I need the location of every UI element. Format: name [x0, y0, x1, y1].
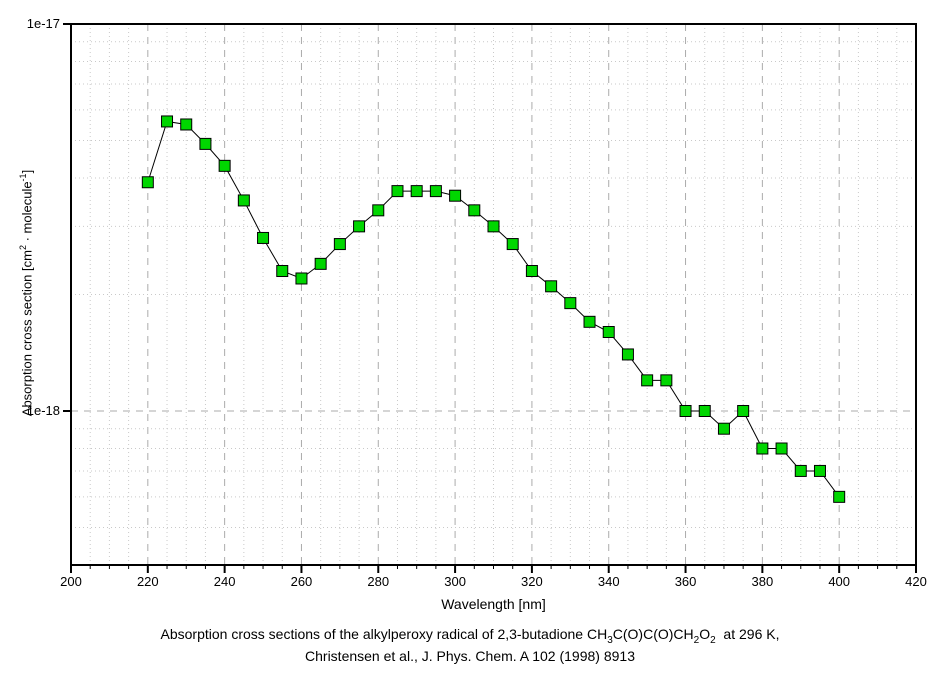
- data-point-marker: [545, 280, 558, 293]
- data-point-marker: [449, 189, 462, 202]
- caption-line-1: Absorption cross sections of the alkylpe…: [160, 626, 780, 646]
- caption-line-2: Christensen et al., J. Phys. Chem. A 102…: [305, 648, 635, 664]
- data-point-marker: [372, 204, 385, 217]
- data-point-marker: [410, 185, 423, 198]
- data-point-marker: [257, 231, 270, 244]
- data-point-marker: [506, 238, 519, 251]
- y-tick-label: 1e-18: [27, 403, 60, 418]
- data-point-marker: [237, 194, 250, 207]
- x-tick-label: 240: [214, 574, 236, 589]
- x-axis-title: Wavelength [nm]: [441, 596, 546, 612]
- x-tick-label: 400: [828, 574, 850, 589]
- data-point-marker: [564, 297, 577, 310]
- data-point-marker: [679, 404, 692, 417]
- data-point-marker: [199, 137, 212, 150]
- data-point-marker: [756, 442, 769, 455]
- data-point-marker: [602, 326, 615, 339]
- x-tick-label: 280: [367, 574, 389, 589]
- data-point-marker: [180, 118, 193, 131]
- x-tick-label: 220: [137, 574, 159, 589]
- data-point-marker: [717, 422, 730, 435]
- data-point-marker: [218, 159, 231, 172]
- data-point-marker: [833, 490, 846, 503]
- data-point-marker: [775, 442, 788, 455]
- x-tick-label: 320: [521, 574, 543, 589]
- data-point-marker: [314, 257, 327, 270]
- data-point-marker: [295, 272, 308, 285]
- data-point-marker: [353, 220, 366, 233]
- data-point-marker: [468, 204, 481, 217]
- x-tick-label: 420: [905, 574, 927, 589]
- y-tick-label: 1e-17: [27, 16, 60, 31]
- data-point-marker: [429, 185, 442, 198]
- data-point-marker: [276, 265, 289, 278]
- data-point-marker: [333, 238, 346, 251]
- x-tick-label: 200: [60, 574, 82, 589]
- absorption-spectrum-chart: 200 220 240 260 280 300 320 340 360 380 400 420 Wave…: [27, 16, 927, 612]
- plot-frame: [70, 23, 917, 566]
- x-tick-label: 260: [291, 574, 313, 589]
- data-point-marker: [487, 220, 500, 233]
- data-point-marker: [583, 315, 596, 328]
- data-point-marker: [621, 348, 634, 361]
- data-point-marker: [813, 464, 826, 477]
- data-point-marker: [391, 185, 404, 198]
- x-tick-label: 340: [598, 574, 620, 589]
- data-point-marker: [161, 115, 174, 128]
- y-axis-title: Absorption cross section [cm2 · molecule…: [18, 169, 35, 417]
- x-tick-label: 360: [675, 574, 697, 589]
- data-point-marker: [794, 464, 807, 477]
- data-point-marker: [525, 265, 538, 278]
- data-point-marker: [641, 374, 654, 387]
- x-tick-label: 300: [444, 574, 466, 589]
- data-point-marker: [660, 374, 673, 387]
- data-point-marker: [698, 404, 711, 417]
- data-point-marker: [141, 176, 154, 189]
- x-tick-label: 380: [752, 574, 774, 589]
- data-point-marker: [737, 404, 750, 417]
